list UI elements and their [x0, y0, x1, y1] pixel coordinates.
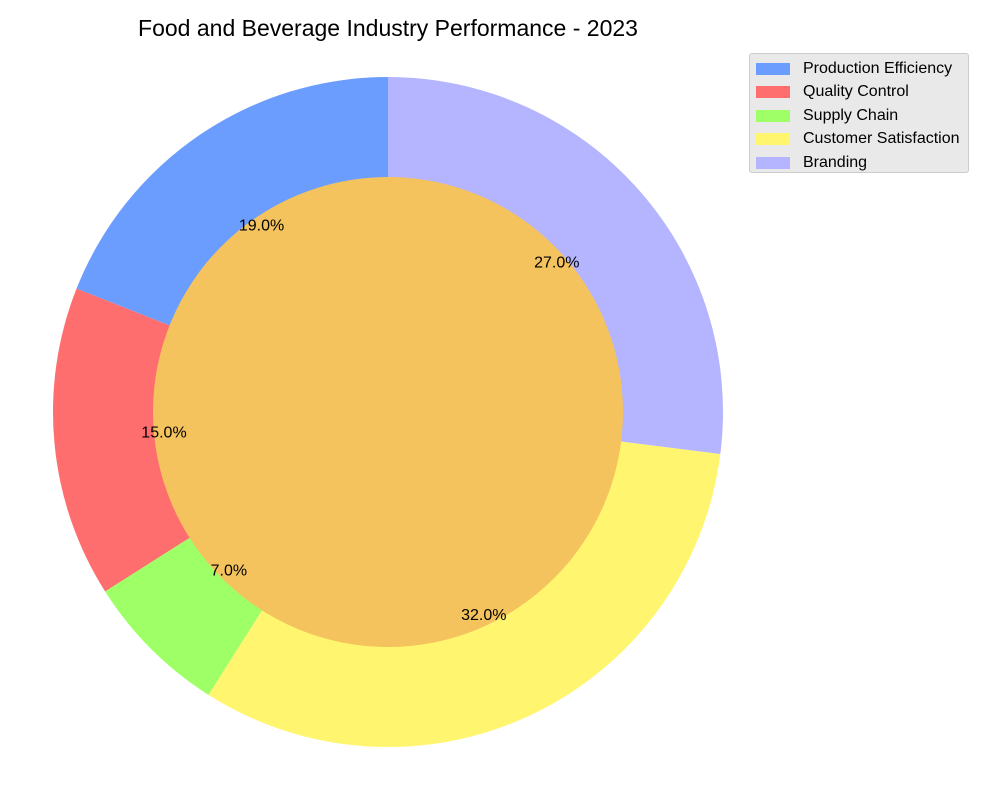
legend-swatch: [756, 86, 790, 99]
legend-swatch: [756, 156, 790, 169]
pct-label-quality-control: 15.0%: [141, 425, 186, 442]
pct-label-production-efficiency: 19.0%: [239, 217, 284, 234]
legend-item: Customer Satisfaction: [756, 128, 968, 152]
legend-item: Branding: [756, 151, 968, 175]
donut-center: [153, 177, 623, 647]
legend-swatch: [756, 109, 790, 122]
chart-title: Food and Beverage Industry Performance -…: [138, 15, 638, 41]
legend-item: Production Efficiency: [756, 57, 968, 81]
legend-label: Supply Chain: [803, 106, 899, 124]
percentage-labels: 19.0% 15.0% 7.0% 32.0% 27.0%: [141, 217, 579, 624]
legend-swatch: [756, 133, 790, 146]
legend-label: Customer Satisfaction: [803, 130, 960, 148]
legend-label: Quality Control: [803, 83, 909, 101]
legend-swatch: [756, 62, 790, 75]
pct-label-supply-chain: 7.0%: [211, 563, 247, 580]
legend-item: Quality Control: [756, 81, 968, 105]
pct-label-customer-satisfaction: 32.0%: [461, 607, 506, 624]
legend-item: Supply Chain: [756, 104, 968, 128]
legend: Production Efficiency Quality Control Supp…: [749, 53, 969, 173]
legend-label: Production Efficiency: [803, 59, 953, 77]
pct-label-branding: 27.0%: [534, 255, 579, 272]
legend-label: Branding: [803, 153, 868, 171]
